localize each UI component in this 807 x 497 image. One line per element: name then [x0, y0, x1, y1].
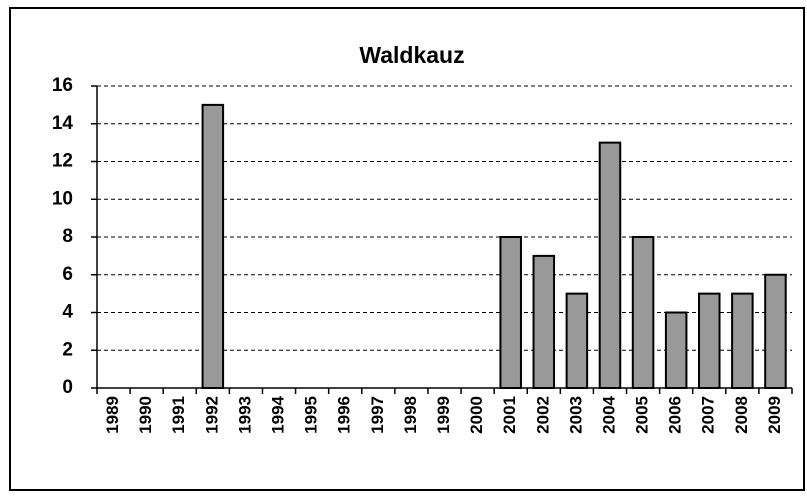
x-tick-label: 1989	[103, 396, 122, 434]
x-tick-label: 1997	[368, 396, 387, 434]
bar	[698, 292, 721, 389]
chart-border	[9, 7, 805, 491]
x-tick-label: 2004	[599, 395, 618, 433]
bar	[532, 254, 556, 389]
y-tick-label: 10	[52, 188, 73, 209]
y-tick-label: 14	[52, 113, 74, 134]
bar	[201, 103, 225, 389]
y-tick-label: 6	[62, 264, 73, 285]
bar	[764, 273, 787, 389]
x-tick-label: 2005	[633, 396, 652, 434]
x-tick-label: 1992	[202, 396, 221, 434]
x-tick-label: 2001	[500, 396, 519, 434]
x-tick-label: 1996	[335, 396, 354, 434]
x-tick-label: 2006	[666, 396, 685, 434]
bar	[664, 311, 688, 389]
y-tick-label: 8	[62, 226, 73, 247]
y-tick-label: 0	[62, 377, 73, 398]
x-tick-label: 1990	[136, 396, 155, 434]
y-tick-label: 16	[52, 75, 73, 96]
x-tick-label: 2003	[566, 396, 585, 434]
bar	[598, 141, 622, 389]
x-tick-label: 1995	[302, 396, 321, 434]
y-tick-label: 4	[62, 302, 73, 323]
bar	[631, 236, 655, 389]
x-tick-label: 1998	[401, 396, 420, 434]
chart-title: Waldkauz	[359, 42, 464, 68]
y-tick-label: 12	[52, 151, 73, 172]
x-tick-label: 1991	[169, 396, 188, 434]
x-tick-label: 2009	[765, 396, 784, 434]
x-tick-label: 2002	[533, 396, 552, 434]
x-tick-label: 1994	[269, 395, 288, 433]
bar	[565, 292, 589, 389]
x-tick-label: 2007	[699, 396, 718, 434]
x-tick-label: 2000	[467, 396, 486, 434]
bar	[731, 292, 754, 389]
y-tick-label: 2	[62, 339, 73, 360]
x-tick-label: 1999	[434, 396, 453, 434]
x-tick-label: 2008	[732, 396, 751, 434]
bar	[499, 236, 522, 389]
x-tick-label: 1993	[235, 396, 254, 434]
